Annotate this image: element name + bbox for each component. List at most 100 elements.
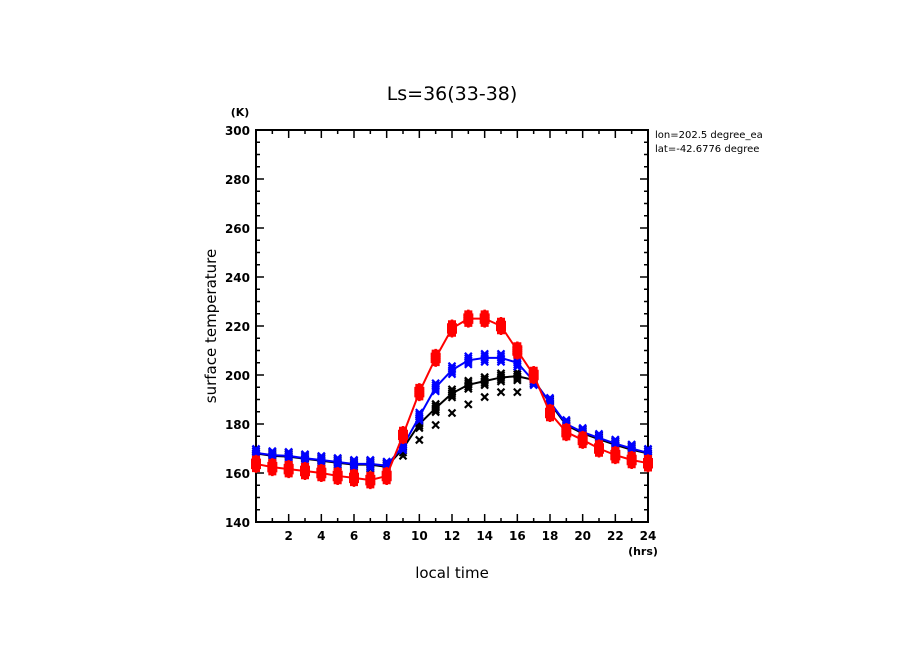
y-tick-label: 180 [225, 418, 250, 432]
data-point-x [415, 414, 424, 423]
data-point-x [496, 357, 506, 367]
data-point-square [481, 319, 489, 327]
y-tick-label: 260 [225, 222, 250, 236]
y-tick-label: 220 [225, 320, 250, 334]
data-point-x [480, 378, 489, 388]
data-point-x [480, 355, 489, 365]
data-point-square [317, 473, 325, 481]
y-unit-label: (K) [231, 106, 250, 119]
data-point-x [349, 461, 359, 471]
data-point-square [464, 319, 472, 327]
data-point-x [447, 367, 457, 377]
data-point-x [464, 400, 473, 409]
x-tick-label: 20 [574, 529, 591, 543]
data-point-square [513, 351, 521, 358]
y-axis-label: surface temperature [202, 249, 220, 404]
x-tick-label: 8 [382, 529, 390, 543]
data-point-x [366, 461, 375, 471]
data-point-square [562, 432, 570, 440]
data-point-x [333, 459, 342, 469]
y-tick-label: 300 [225, 124, 250, 138]
x-tick-label: 2 [284, 529, 292, 543]
data-point-square [350, 478, 358, 486]
data-point-x [496, 375, 506, 384]
data-point-square [399, 435, 407, 443]
data-point-x [464, 360, 473, 369]
data-point-x [415, 416, 424, 425]
data-point-x [496, 377, 506, 386]
data-point-x [513, 362, 522, 372]
y-tick-label: 280 [225, 173, 250, 187]
data-point-x [480, 392, 489, 402]
x-tick-label: 12 [444, 529, 461, 543]
data-point-square [301, 471, 309, 479]
data-point-square [595, 449, 603, 456]
data-point-square [366, 480, 374, 488]
data-point-x [431, 405, 440, 415]
data-point-square [432, 358, 440, 366]
x-tick-label: 18 [542, 529, 559, 543]
data-point-x [496, 355, 506, 365]
data-point-x [398, 443, 408, 453]
x-axis-label: local time [415, 564, 489, 582]
annotation-lon: lon=202.5 degree_ea [655, 130, 763, 141]
data-point-x [431, 407, 440, 417]
data-point-square [334, 476, 342, 484]
data-point-x [480, 380, 489, 390]
data-point-square [579, 440, 587, 448]
data-point-x [447, 393, 457, 402]
data-point-square [252, 464, 260, 472]
data-point-x [464, 358, 473, 367]
axes: 2 4 6 8 10 12 14 16 18 20 22 2414016018020022024026… [225, 124, 656, 543]
data-point-x [447, 391, 457, 400]
data-point-x [513, 360, 522, 370]
data-point-x [431, 420, 440, 430]
annotation-lat: lat=-42.6776 degree [655, 144, 759, 155]
x-unit-label: (hrs) [628, 545, 658, 558]
x-tick-label: 24 [640, 529, 657, 543]
data-point-x [464, 382, 473, 392]
y-tick-label: 140 [225, 516, 250, 530]
data-point-x [431, 384, 440, 394]
data-point-square [644, 463, 652, 471]
data-point-x [415, 423, 424, 433]
y-tick-label: 160 [225, 467, 250, 481]
data-point-x [480, 357, 489, 367]
data-point-x [300, 456, 310, 465]
chart-title: Ls=36(33-38) [387, 83, 518, 105]
series-red [251, 309, 653, 490]
data-point-x [513, 373, 522, 383]
data-point-square [448, 328, 456, 336]
x-tick-label: 4 [317, 529, 325, 543]
data-point-x [464, 384, 473, 394]
data-point-square [497, 326, 505, 334]
data-point-x [513, 375, 522, 385]
data-point-square [268, 467, 276, 475]
x-tick-label: 10 [411, 529, 428, 543]
data-point-square [383, 476, 391, 484]
y-tick-label: 240 [225, 271, 250, 285]
x-tick-label: 6 [350, 529, 358, 543]
data-point-square [530, 375, 538, 383]
data-point-x [513, 387, 522, 397]
series-line-red [255, 317, 649, 482]
x-tick-label: 22 [607, 529, 624, 543]
x-tick-label: 14 [476, 529, 493, 543]
data-point-x [447, 369, 457, 379]
data-point-square [628, 460, 636, 468]
series-group [251, 309, 653, 490]
data-point-x [284, 453, 293, 463]
data-point-x [496, 387, 506, 397]
data-point-square [546, 413, 554, 421]
data-point-x [415, 435, 424, 445]
x-tick-label: 16 [509, 529, 526, 543]
data-point-x [447, 408, 457, 418]
y-tick-label: 200 [225, 369, 250, 383]
data-point-x [398, 445, 408, 455]
data-point-square [611, 455, 619, 463]
data-point-x [431, 386, 440, 396]
data-point-square [285, 469, 293, 477]
data-point-x [366, 463, 375, 473]
data-point-square [415, 392, 423, 400]
